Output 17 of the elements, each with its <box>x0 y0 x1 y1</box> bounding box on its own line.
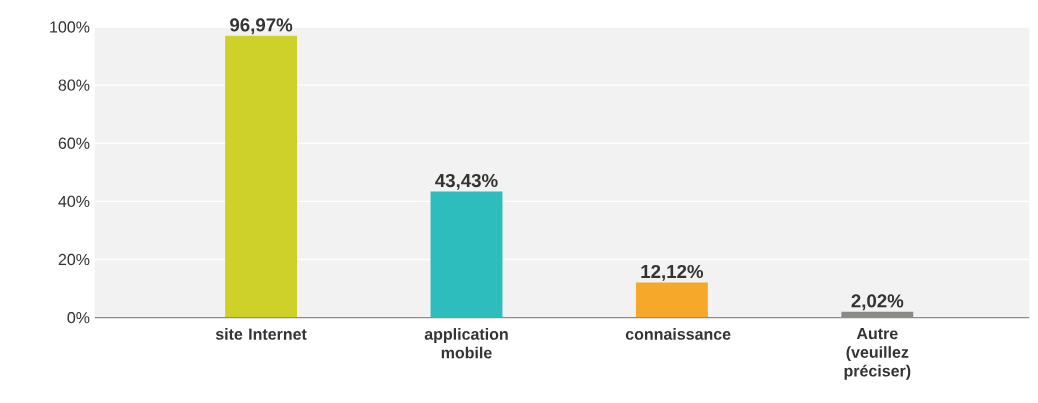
bar <box>635 282 708 318</box>
x-tick-label: connaissance <box>625 328 731 340</box>
data-label: 2,02% <box>851 294 904 311</box>
y-tick-label: 20% <box>58 253 90 266</box>
x-tick-label: site Internet <box>215 328 307 340</box>
bar <box>225 35 298 318</box>
y-tick-label: 80% <box>58 79 90 91</box>
data-label: 96,97% <box>230 18 293 35</box>
y-tick-label: 40% <box>58 195 90 208</box>
x-tick-label: Autre (veuillez préciser) <box>844 328 911 380</box>
y-tick-label: 60% <box>58 137 90 149</box>
y-tick-label: 0% <box>67 312 90 324</box>
data-label: 12,12% <box>641 264 704 281</box>
x-tick-label: application mobile <box>424 328 508 359</box>
y-tick-label: 100% <box>50 21 90 33</box>
bar <box>430 191 503 318</box>
data-label: 43,43% <box>435 173 498 190</box>
